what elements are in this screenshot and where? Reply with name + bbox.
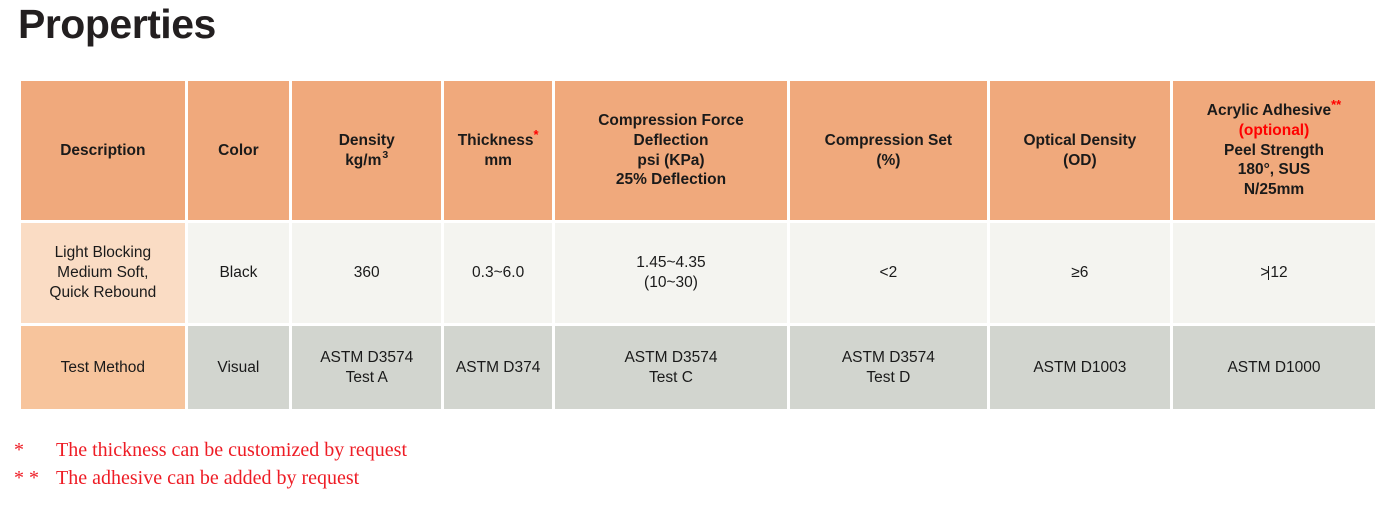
footnote-mark: *: [14, 439, 24, 461]
header-line-1: Color: [218, 141, 259, 159]
header-line-4: 25% Deflection: [615, 171, 727, 189]
glyph-bar: [1267, 265, 1270, 280]
header-cell-thickness: Thickness* mm: [444, 81, 552, 220]
cell-peel-strength: >12: [1172, 223, 1375, 323]
cell-line-1: ASTM D1000: [1227, 358, 1321, 376]
footnotes: * The thickness can be customized by req…: [14, 437, 407, 492]
cell-line-2: Test A: [345, 368, 388, 386]
header-cell-acrylic-adhesive: Acrylic Adhesive** (optional) Peel Stren…: [1172, 81, 1375, 220]
density-exponent: 3: [382, 149, 389, 162]
cell-thickness-method: ASTM D374: [444, 326, 552, 409]
header-line-1: Compression Set: [824, 131, 953, 149]
cell-line-1: Visual: [217, 358, 260, 376]
double-asterisk-icon: **: [1331, 96, 1342, 112]
header-cell-compression-set: Compression Set (%): [789, 81, 987, 220]
cell-line-1: ASTM D3574: [624, 348, 718, 366]
optional-note: (optional): [1238, 121, 1310, 139]
cell-line-1: 0.3~6.0: [472, 264, 525, 282]
cell-compression-force-deflection: 1.45~4.35 (10~30): [554, 223, 787, 323]
header-line-1: Compression Force: [598, 111, 744, 129]
cell-line-2: Medium Soft,: [57, 264, 149, 282]
cell-line-1: Black: [219, 264, 258, 282]
page-title: Properties: [18, 1, 216, 47]
cell-line-1: 1.45~4.35: [636, 254, 706, 272]
cell-line-1: ≥6: [1071, 264, 1089, 282]
asterisk-icon: *: [533, 126, 539, 142]
table-row: Test Method Visual ASTM D3574 Test A AST…: [21, 326, 1375, 409]
header-line-5: N/25mm: [1243, 181, 1305, 199]
cell-line-1: ASTM D3574: [841, 348, 935, 366]
header-line-1: Thickness*: [448, 128, 548, 151]
greater-than-glyph: >: [1260, 263, 1270, 283]
header-line-2: mm: [484, 151, 512, 169]
header-line-2: Deflection: [633, 131, 709, 149]
cell-line-2: Test C: [649, 368, 693, 386]
adhesive-label: Acrylic Adhesive: [1206, 101, 1332, 119]
cell-line-2: (10~30): [644, 274, 698, 291]
cell-line-1: 12: [1270, 264, 1288, 282]
header-line-1: Optical Density: [1023, 131, 1137, 149]
footnote-text: The thickness can be customized by reque…: [56, 439, 407, 461]
header-line-2: (%): [876, 151, 901, 169]
cell-test-method-label: Test Method: [21, 326, 185, 409]
cell-density-method: ASTM D3574 Test A: [292, 326, 442, 409]
header-line-1: Acrylic Adhesive**: [1177, 98, 1371, 121]
table-row: Light Blocking Medium Soft, Quick Reboun…: [21, 223, 1375, 323]
cell-optical-density: ≥6: [989, 223, 1170, 323]
density-unit: kg/m: [345, 151, 382, 169]
cell-peel-strength-method: ASTM D1000: [1172, 326, 1375, 409]
header-cell-description: Description: [21, 81, 185, 220]
cell-color-method: Visual: [187, 326, 290, 409]
cell-compression-set: <2: [789, 223, 987, 323]
cell-line-2: Test D: [866, 368, 911, 386]
cell-line-1: Test Method: [60, 358, 146, 376]
glyph-char: >: [1260, 264, 1270, 282]
header-line-1: Density: [338, 131, 395, 149]
header-cell-density: Density kg/m3: [292, 81, 442, 220]
cell-compression-force-method: ASTM D3574 Test C: [554, 326, 787, 409]
cell-color: Black: [187, 223, 290, 323]
cell-density: 360: [292, 223, 442, 323]
header-line-1: Description: [60, 141, 146, 159]
cell-line-1: Light Blocking: [54, 244, 152, 262]
header-line-3: Peel Strength: [1224, 141, 1324, 159]
thickness-label: Thickness: [457, 131, 534, 149]
cell-thickness: 0.3~6.0: [444, 223, 552, 323]
footnote-text: The adhesive can be added by request: [56, 466, 360, 489]
cell-compression-set-method: ASTM D3574 Test D: [789, 326, 987, 409]
header-line-4: 180°, SUS: [1237, 161, 1311, 179]
cell-line-1: 360: [353, 264, 380, 282]
cell-line-1: ASTM D3574: [320, 348, 414, 366]
header-cell-optical-density: Optical Density (OD): [989, 81, 1170, 220]
header-line-2: kg/m3: [296, 149, 437, 171]
cell-line-3: Quick Rebound: [49, 283, 157, 301]
cell-optical-density-method: ASTM D1003: [989, 326, 1170, 409]
header-line-3: psi (KPa): [637, 151, 705, 169]
cell-line-1: ASTM D1003: [1033, 358, 1127, 376]
footnote-mark: * *: [14, 466, 39, 489]
header-cell-compression-force-deflection: Compression Force Deflection psi (KPa) 2…: [554, 81, 787, 220]
table-header-row: Description Color Density kg/m3 Thicknes…: [21, 81, 1375, 220]
properties-table: Description Color Density kg/m3 Thicknes…: [18, 78, 1378, 412]
footnote-single-asterisk: * The thickness can be customized by req…: [14, 437, 407, 465]
header-line-2: (OD): [1063, 151, 1097, 169]
header-cell-color: Color: [187, 81, 290, 220]
cell-line-1: ASTM D374: [455, 358, 541, 376]
cell-line-1: <2: [879, 264, 898, 282]
footnote-double-asterisk: * * The adhesive can be added by request: [14, 465, 407, 493]
cell-description: Light Blocking Medium Soft, Quick Reboun…: [21, 223, 185, 323]
